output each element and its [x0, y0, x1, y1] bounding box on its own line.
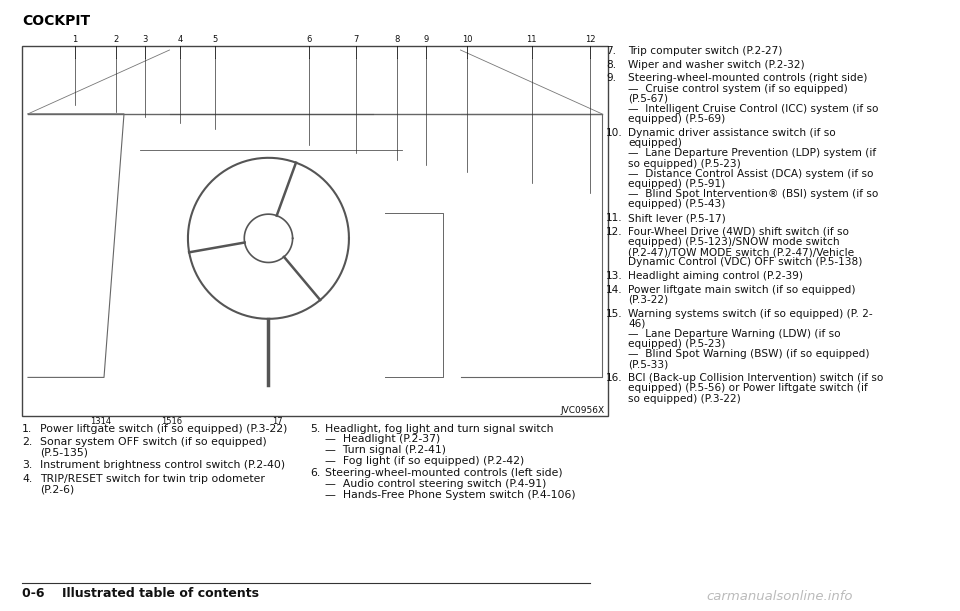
Text: 1: 1 [72, 35, 78, 44]
Text: (P.3-22): (P.3-22) [628, 295, 668, 305]
Text: 12: 12 [586, 35, 595, 44]
Text: 6: 6 [306, 35, 312, 44]
Text: (P.5-135): (P.5-135) [40, 447, 88, 458]
Text: equipped): equipped) [628, 138, 682, 148]
Text: 11.: 11. [606, 213, 623, 223]
Text: —  Hands-Free Phone System switch (P.4-106): — Hands-Free Phone System switch (P.4-10… [325, 489, 576, 500]
Text: —  Fog light (if so equipped) (P.2-42): — Fog light (if so equipped) (P.2-42) [325, 455, 524, 466]
Text: Wiper and washer switch (P.2-32): Wiper and washer switch (P.2-32) [628, 60, 804, 70]
Text: 15.: 15. [606, 309, 623, 318]
Text: —  Distance Control Assist (DCA) system (if so: — Distance Control Assist (DCA) system (… [628, 169, 874, 178]
Text: (P.5-33): (P.5-33) [628, 360, 668, 370]
Text: equipped) (P.5-43): equipped) (P.5-43) [628, 199, 726, 210]
Text: 4.: 4. [22, 474, 33, 483]
Text: 17: 17 [272, 417, 282, 426]
Text: 0-6    Illustrated table of contents: 0-6 Illustrated table of contents [22, 587, 259, 600]
Text: 46): 46) [628, 319, 645, 329]
Bar [22, 46, 608, 416]
Text: 16.: 16. [606, 373, 623, 383]
Text: —  Lane Departure Warning (LDW) (if so: — Lane Departure Warning (LDW) (if so [628, 329, 841, 339]
Text: —  Intelligent Cruise Control (ICC) system (if so: — Intelligent Cruise Control (ICC) syste… [628, 104, 878, 114]
Text: 9.: 9. [606, 73, 616, 83]
Text: equipped) (P.5-23): equipped) (P.5-23) [628, 339, 726, 349]
Text: 6.: 6. [310, 469, 321, 478]
Text: —  Cruise control system (if so equipped): — Cruise control system (if so equipped) [628, 84, 848, 93]
Text: —  Headlight (P.2-37): — Headlight (P.2-37) [325, 434, 441, 444]
Text: COCKPIT: COCKPIT [22, 14, 90, 28]
Text: 7: 7 [353, 35, 359, 44]
Text: 10.: 10. [606, 128, 623, 138]
Text: 14.: 14. [606, 285, 623, 295]
Text: (P.2-47)/TOW MODE switch (P.2-47)/Vehicle: (P.2-47)/TOW MODE switch (P.2-47)/Vehicl… [628, 247, 854, 257]
Text: 8: 8 [395, 35, 399, 44]
Text: Four-Wheel Drive (4WD) shift switch (if so: Four-Wheel Drive (4WD) shift switch (if … [628, 227, 849, 236]
Text: 2: 2 [113, 35, 118, 44]
Text: 5.: 5. [310, 424, 321, 434]
Text: equipped) (P.5-56) or Power liftgate switch (if: equipped) (P.5-56) or Power liftgate swi… [628, 384, 868, 393]
Text: 13.: 13. [606, 271, 623, 281]
Text: 7.: 7. [606, 46, 616, 56]
Text: Shift lever (P.5-17): Shift lever (P.5-17) [628, 213, 726, 223]
Text: 5: 5 [213, 35, 218, 44]
Text: 1516: 1516 [161, 417, 182, 426]
Text: 1314: 1314 [90, 417, 111, 426]
Text: —  Lane Departure Prevention (LDP) system (if: — Lane Departure Prevention (LDP) system… [628, 148, 876, 158]
Text: 3: 3 [142, 35, 148, 44]
Text: 12.: 12. [606, 227, 623, 236]
Text: 2.: 2. [22, 437, 33, 447]
Text: equipped) (P.5-91): equipped) (P.5-91) [628, 179, 725, 189]
Text: Dynamic Control (VDC) OFF switch (P.5-138): Dynamic Control (VDC) OFF switch (P.5-13… [628, 257, 862, 267]
Text: —  Turn signal (P.2-41): — Turn signal (P.2-41) [325, 445, 446, 455]
Text: 4: 4 [178, 35, 182, 44]
Text: Power liftgate switch (if so equipped) (P.3-22): Power liftgate switch (if so equipped) (… [40, 424, 287, 434]
Text: Sonar system OFF switch (if so equipped): Sonar system OFF switch (if so equipped) [40, 437, 267, 447]
Text: Instrument brightness control switch (P.2-40): Instrument brightness control switch (P.… [40, 461, 285, 470]
Text: so equipped) (P.5-23): so equipped) (P.5-23) [628, 158, 741, 169]
Text: JVC0956X: JVC0956X [561, 406, 605, 415]
Text: 11: 11 [527, 35, 537, 44]
Text: Headlight, fog light and turn signal switch: Headlight, fog light and turn signal swi… [325, 424, 554, 434]
Text: BCI (Back-up Collision Intervention) switch (if so: BCI (Back-up Collision Intervention) swi… [628, 373, 883, 383]
Text: so equipped) (P.3-22): so equipped) (P.3-22) [628, 393, 741, 404]
Text: 3.: 3. [22, 461, 33, 470]
Text: Headlight aiming control (P.2-39): Headlight aiming control (P.2-39) [628, 271, 803, 281]
Text: —  Blind Spot Intervention® (BSI) system (if so: — Blind Spot Intervention® (BSI) system … [628, 189, 878, 199]
Text: (P.5-67): (P.5-67) [628, 94, 668, 104]
Text: equipped) (P.5-69): equipped) (P.5-69) [628, 114, 725, 124]
Text: —  Audio control steering switch (P.4-91): — Audio control steering switch (P.4-91) [325, 479, 546, 489]
Text: Steering-wheel-mounted controls (right side): Steering-wheel-mounted controls (right s… [628, 73, 868, 83]
Text: 8.: 8. [606, 60, 616, 70]
Text: Steering-wheel-mounted controls (left side): Steering-wheel-mounted controls (left si… [325, 469, 563, 478]
Text: Power liftgate main switch (if so equipped): Power liftgate main switch (if so equipp… [628, 285, 855, 295]
Text: 9: 9 [423, 35, 429, 44]
Text: 1.: 1. [22, 424, 33, 434]
Text: Trip computer switch (P.2-27): Trip computer switch (P.2-27) [628, 46, 782, 56]
Text: —  Blind Spot Warning (BSW) (if so equipped): — Blind Spot Warning (BSW) (if so equipp… [628, 349, 870, 359]
Text: carmanualsonline.info: carmanualsonline.info [707, 590, 853, 603]
Text: equipped) (P.5-123)/SNOW mode switch: equipped) (P.5-123)/SNOW mode switch [628, 237, 840, 247]
Text: 10: 10 [462, 35, 472, 44]
Text: Dynamic driver assistance switch (if so: Dynamic driver assistance switch (if so [628, 128, 836, 138]
Text: TRIP/RESET switch for twin trip odometer: TRIP/RESET switch for twin trip odometer [40, 474, 265, 483]
Text: Warning systems switch (if so equipped) (P. 2-: Warning systems switch (if so equipped) … [628, 309, 873, 318]
Text: (P.2-6): (P.2-6) [40, 484, 74, 494]
